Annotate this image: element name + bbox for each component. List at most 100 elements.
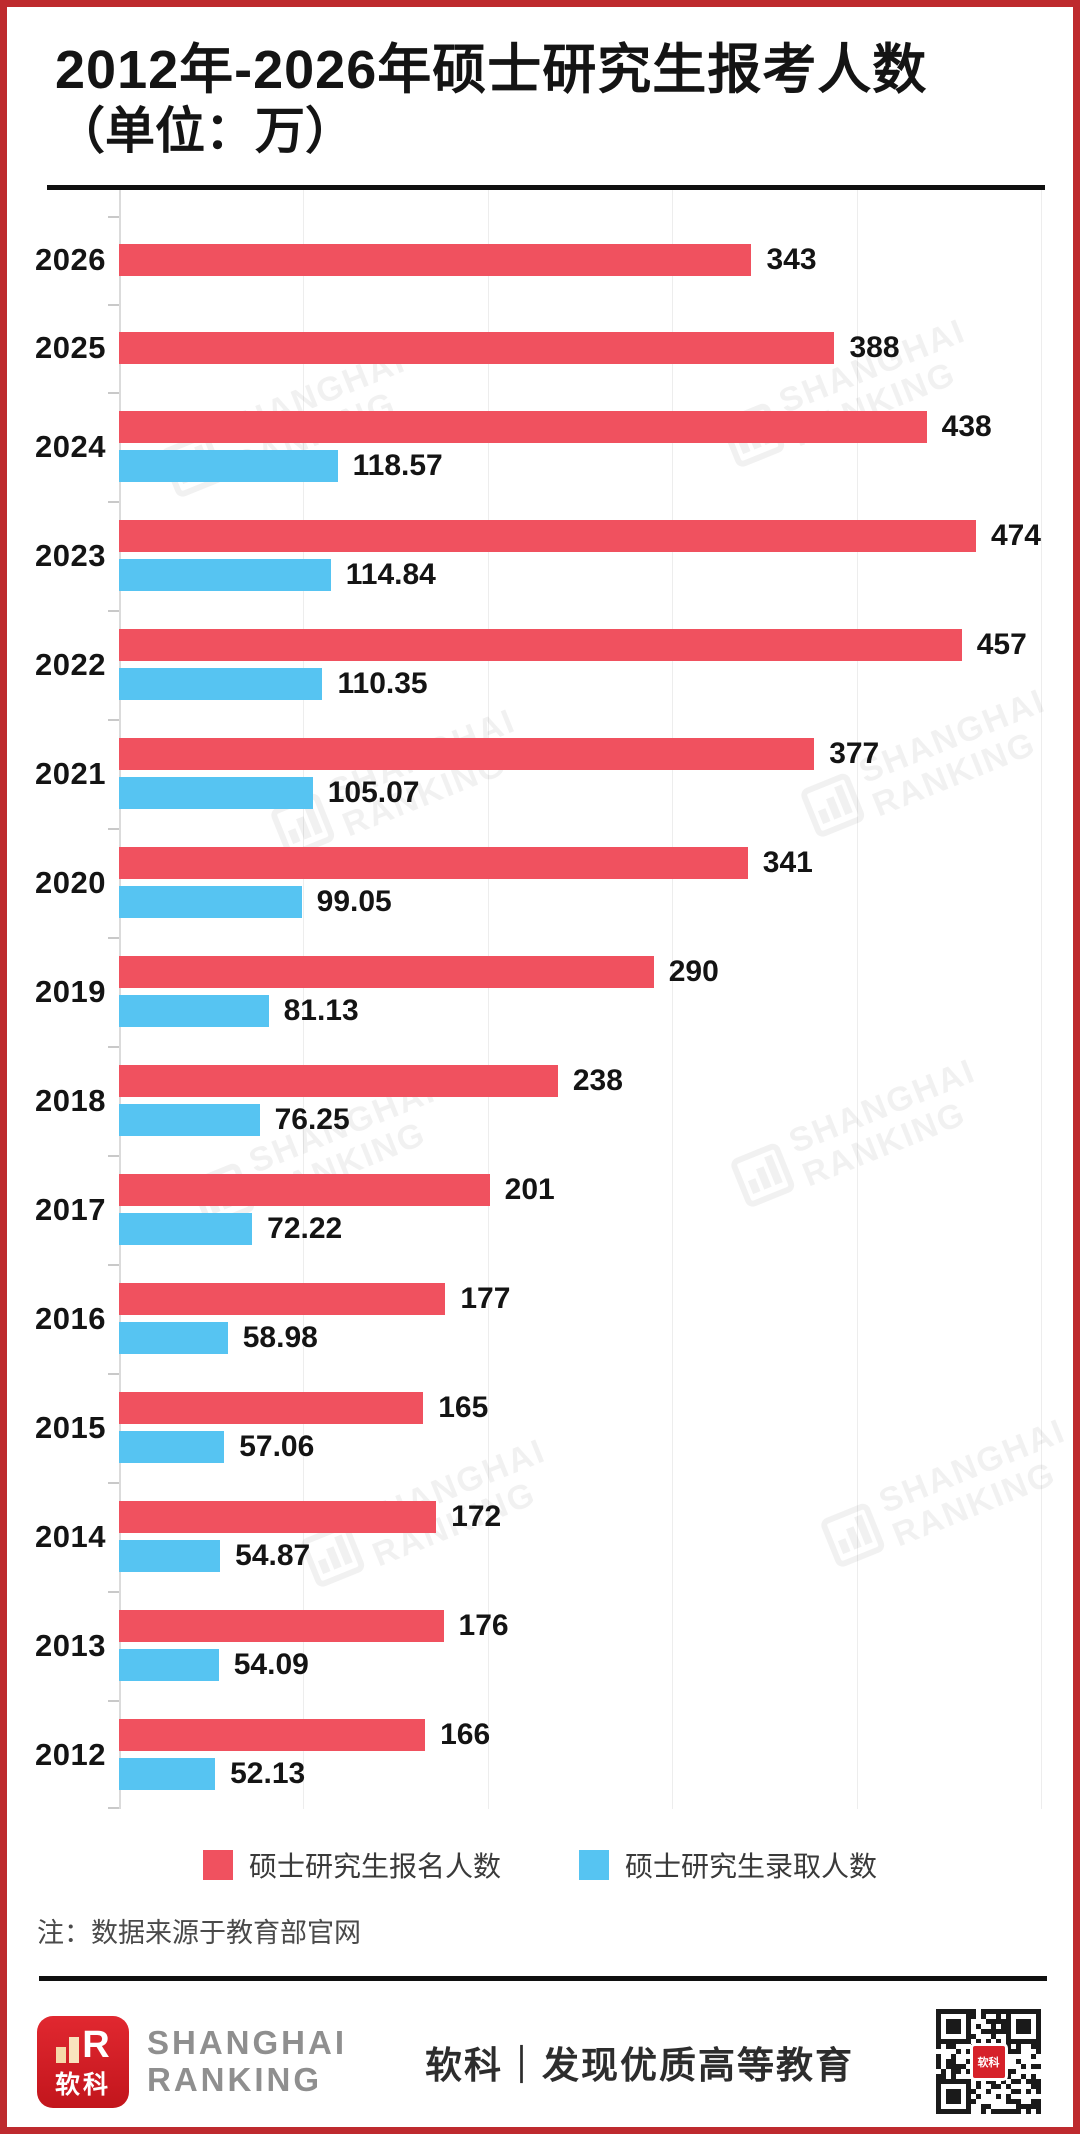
bar-row-applicants: 343 bbox=[119, 243, 1041, 277]
gridline-400 bbox=[856, 190, 858, 1810]
bar-value-applicants: 438 bbox=[941, 410, 992, 444]
bar-value-applicants: 176 bbox=[458, 1609, 509, 1643]
chart-group-2017: 2017 201 72.22 bbox=[35, 1155, 1041, 1264]
bar-row-admitted: 52.13 bbox=[119, 1757, 1041, 1791]
bar-applicants bbox=[119, 956, 654, 989]
bar-value-applicants: 201 bbox=[504, 1173, 555, 1207]
bar-admitted bbox=[119, 777, 313, 810]
bar-admitted bbox=[119, 668, 323, 701]
logo-cjk-text: 软科 bbox=[54, 2070, 111, 2099]
axis-tick bbox=[108, 610, 119, 613]
axis-tick bbox=[108, 828, 119, 831]
legend-item-applicants: 硕士研究生报名人数 bbox=[202, 1845, 501, 1885]
axis-tick bbox=[108, 1482, 119, 1485]
bar-applicants bbox=[119, 411, 927, 444]
axis-tick bbox=[108, 1046, 119, 1049]
top-divider-line bbox=[47, 185, 1045, 191]
bar-admitted bbox=[119, 1104, 260, 1137]
legend-item-admitted: 硕士研究生录取人数 bbox=[579, 1845, 877, 1885]
chart-group-2022: 2022 457 110.35 bbox=[35, 610, 1041, 719]
chart-group-2015: 2015 165 57.06 bbox=[35, 1373, 1041, 1482]
legend-label-applicants: 硕士研究生报名人数 bbox=[248, 1851, 501, 1883]
plot-groups: 2026 343 2025 388 2024 438 118.57 2023 474 114.84… bbox=[35, 216, 1041, 1809]
brand-line1: SHANGHAI bbox=[147, 2023, 348, 2061]
title-block: 2012年-2026年硕士研究生报考人数 （单位：万） bbox=[7, 7, 1073, 159]
bar-value-admitted: 99.05 bbox=[316, 885, 392, 919]
bar-applicants bbox=[119, 244, 752, 277]
bar-applicants bbox=[119, 1392, 424, 1425]
bar-value-applicants: 377 bbox=[829, 737, 880, 771]
year-label: 2012 bbox=[35, 1736, 106, 1772]
bar-applicants bbox=[119, 1501, 437, 1534]
chart-group-2018: 2018 238 76.25 bbox=[35, 1046, 1041, 1155]
bar-row-admitted: 57.06 bbox=[119, 1430, 1041, 1464]
bar-row-admitted: 99.05 bbox=[119, 885, 1041, 919]
bar-applicants bbox=[119, 520, 976, 553]
bar-row-applicants: 201 bbox=[119, 1173, 1041, 1207]
bar-row-applicants: 290 bbox=[119, 955, 1041, 989]
year-label: 2021 bbox=[35, 755, 106, 791]
chart-group-2014: 2014 172 54.87 bbox=[35, 1482, 1041, 1591]
axis-tick bbox=[108, 1155, 119, 1158]
bar-value-admitted: 58.98 bbox=[242, 1321, 318, 1355]
bar-row-applicants: 377 bbox=[119, 737, 1041, 771]
bar-row-applicants: 457 bbox=[119, 628, 1041, 662]
bar-row-applicants: 474 bbox=[119, 519, 1041, 553]
year-label: 2015 bbox=[35, 1409, 106, 1445]
bar-admitted bbox=[119, 1758, 216, 1791]
gridline-100 bbox=[303, 190, 305, 1810]
bar-value-admitted: 54.09 bbox=[233, 1648, 309, 1682]
bar-value-applicants: 341 bbox=[762, 846, 813, 880]
year-label: 2014 bbox=[35, 1518, 106, 1554]
brand-block: R 软科 SHANGHAI RANKING bbox=[37, 2015, 348, 2108]
axis-tick bbox=[108, 1700, 119, 1703]
bar-row-admitted: 105.07 bbox=[119, 776, 1041, 810]
bar-value-applicants: 290 bbox=[668, 955, 719, 989]
bar-admitted bbox=[119, 995, 269, 1028]
chart-group-2019: 2019 290 81.13 bbox=[35, 937, 1041, 1046]
bar-value-applicants: 238 bbox=[572, 1064, 623, 1098]
bar-value-applicants: 457 bbox=[976, 628, 1027, 662]
gridline-500 bbox=[1041, 190, 1042, 1810]
bar-value-admitted: 114.84 bbox=[345, 558, 436, 592]
year-label: 2019 bbox=[35, 973, 106, 1009]
year-label: 2025 bbox=[35, 330, 106, 366]
footer-tagline: 软科｜发现优质高等教育 bbox=[425, 2044, 854, 2086]
legend-swatch-red-icon bbox=[202, 1850, 233, 1881]
bar-row-admitted: 81.13 bbox=[119, 994, 1041, 1028]
bar-value-applicants: 388 bbox=[849, 331, 900, 365]
axis-tick bbox=[108, 1591, 119, 1594]
bar-applicants bbox=[119, 1719, 426, 1752]
year-label: 2026 bbox=[35, 242, 106, 278]
year-label: 2013 bbox=[35, 1627, 106, 1663]
bar-value-applicants: 177 bbox=[460, 1282, 511, 1316]
chart-group-2016: 2016 177 58.98 bbox=[35, 1264, 1041, 1373]
bar-value-applicants: 172 bbox=[451, 1500, 502, 1534]
bar-value-applicants: 474 bbox=[990, 519, 1041, 553]
chart-group-2021: 2021 377 105.07 bbox=[35, 719, 1041, 828]
bar-value-applicants: 166 bbox=[440, 1718, 491, 1752]
bar-admitted bbox=[119, 450, 338, 483]
axis-tick bbox=[108, 304, 119, 307]
bar-row-applicants: 166 bbox=[119, 1718, 1041, 1752]
bar-applicants bbox=[119, 1283, 446, 1316]
bar-row-admitted: 114.84 bbox=[119, 558, 1041, 592]
brand-line2: RANKING bbox=[147, 2060, 322, 2098]
bar-row-admitted: 110.35 bbox=[119, 667, 1041, 701]
bar-value-admitted: 81.13 bbox=[283, 994, 359, 1028]
qr-code-icon: 软科 bbox=[932, 2005, 1045, 2119]
axis-tick bbox=[108, 719, 119, 722]
bar-applicants bbox=[119, 738, 815, 771]
bar-value-applicants: 165 bbox=[438, 1391, 489, 1425]
bar-admitted bbox=[119, 1540, 221, 1573]
bar-value-applicants: 343 bbox=[766, 243, 817, 277]
shanghairanking-logo-icon: R 软科 bbox=[37, 2015, 129, 2108]
bar-value-admitted: 76.25 bbox=[274, 1103, 350, 1137]
chart-legend: 硕士研究生报名人数 硕士研究生录取人数 bbox=[7, 1845, 1073, 1885]
footer: R 软科 SHANGHAI RANKING 软科｜发现优质高等教育 软科 bbox=[7, 1981, 1073, 2119]
year-label: 2017 bbox=[35, 1191, 106, 1227]
axis-tick bbox=[108, 937, 119, 940]
page-subtitle-unit: （单位：万） bbox=[55, 103, 355, 160]
bar-value-admitted: 105.07 bbox=[327, 776, 420, 810]
